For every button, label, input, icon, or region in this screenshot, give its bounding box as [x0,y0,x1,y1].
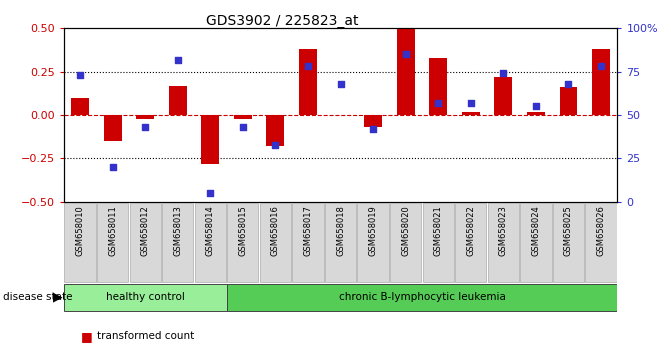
Text: GSM658020: GSM658020 [401,205,410,256]
FancyBboxPatch shape [64,204,96,282]
Point [270,142,280,147]
FancyBboxPatch shape [260,204,291,282]
Bar [397,28,415,115]
Text: GSM658026: GSM658026 [597,205,605,256]
Text: GSM658019: GSM658019 [368,205,378,256]
FancyBboxPatch shape [423,204,454,282]
Bar [103,115,121,141]
Point [238,124,248,130]
FancyBboxPatch shape [553,204,584,282]
Point [172,57,183,62]
Text: disease state: disease state [3,292,73,302]
Bar [592,49,610,115]
FancyBboxPatch shape [162,204,193,282]
Text: ■: ■ [81,330,93,343]
FancyBboxPatch shape [227,204,258,282]
Bar [364,115,382,127]
Bar [495,77,512,115]
Bar [71,98,89,115]
Text: chronic B-lymphocytic leukemia: chronic B-lymphocytic leukemia [338,292,505,302]
Text: GSM658015: GSM658015 [238,205,248,256]
Bar [201,115,219,164]
Bar [266,115,285,146]
Text: GSM658011: GSM658011 [108,205,117,256]
Point [107,164,118,170]
Bar [527,112,545,115]
Bar [560,87,578,115]
Point [303,64,313,69]
Text: GDS3902 / 225823_at: GDS3902 / 225823_at [205,14,358,28]
Point [140,124,150,130]
FancyBboxPatch shape [130,204,161,282]
Point [531,103,541,109]
Bar [169,86,187,115]
Point [498,70,509,76]
Point [563,81,574,87]
Bar [234,115,252,119]
Point [401,51,411,57]
FancyBboxPatch shape [325,204,356,282]
Text: GSM658013: GSM658013 [173,205,183,256]
FancyBboxPatch shape [455,204,486,282]
FancyBboxPatch shape [64,284,227,311]
Bar [462,112,480,115]
Bar [429,58,447,115]
Text: GSM658024: GSM658024 [531,205,540,256]
Text: GSM658014: GSM658014 [206,205,215,256]
FancyBboxPatch shape [390,204,421,282]
Bar [136,115,154,119]
FancyBboxPatch shape [227,284,617,311]
Point [466,100,476,106]
Text: GSM658025: GSM658025 [564,205,573,256]
Text: GSM658021: GSM658021 [433,205,443,256]
FancyBboxPatch shape [293,204,323,282]
FancyBboxPatch shape [520,204,552,282]
Text: GSM658017: GSM658017 [303,205,313,256]
FancyBboxPatch shape [488,204,519,282]
Point [205,190,215,196]
Text: GSM658023: GSM658023 [499,205,508,256]
Bar [299,49,317,115]
Text: GSM658022: GSM658022 [466,205,475,256]
Text: GSM658018: GSM658018 [336,205,345,256]
Point [596,64,607,69]
FancyBboxPatch shape [97,204,128,282]
Text: GSM658012: GSM658012 [141,205,150,256]
Point [433,100,444,106]
FancyBboxPatch shape [585,204,617,282]
Text: GSM658010: GSM658010 [76,205,85,256]
FancyBboxPatch shape [195,204,226,282]
FancyBboxPatch shape [358,204,389,282]
Text: transformed count: transformed count [97,331,195,341]
Text: GSM658016: GSM658016 [271,205,280,256]
Text: ▶: ▶ [53,291,62,304]
Text: healthy control: healthy control [106,292,185,302]
Point [74,72,85,78]
Point [336,81,346,87]
Point [368,126,378,132]
